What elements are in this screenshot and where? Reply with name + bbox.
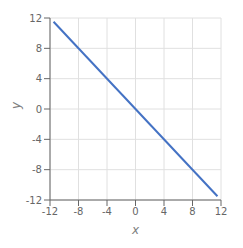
svg-text:0: 0 [36, 104, 42, 115]
svg-text:8: 8 [36, 43, 42, 54]
svg-text:-12: -12 [42, 206, 58, 217]
svg-text:4: 4 [36, 73, 42, 84]
svg-text:-12: -12 [26, 195, 42, 206]
svg-text:12: 12 [215, 206, 228, 217]
svg-text:-4: -4 [102, 206, 112, 217]
svg-text:-8: -8 [32, 164, 42, 175]
svg-text:-4: -4 [32, 134, 42, 145]
svg-text:12: 12 [29, 13, 42, 24]
svg-text:8: 8 [189, 206, 195, 217]
svg-text:x: x [131, 223, 140, 237]
svg-text:-8: -8 [74, 206, 84, 217]
svg-text:0: 0 [132, 206, 138, 217]
svg-text:y: y [9, 101, 23, 110]
svg-text:4: 4 [161, 206, 167, 217]
